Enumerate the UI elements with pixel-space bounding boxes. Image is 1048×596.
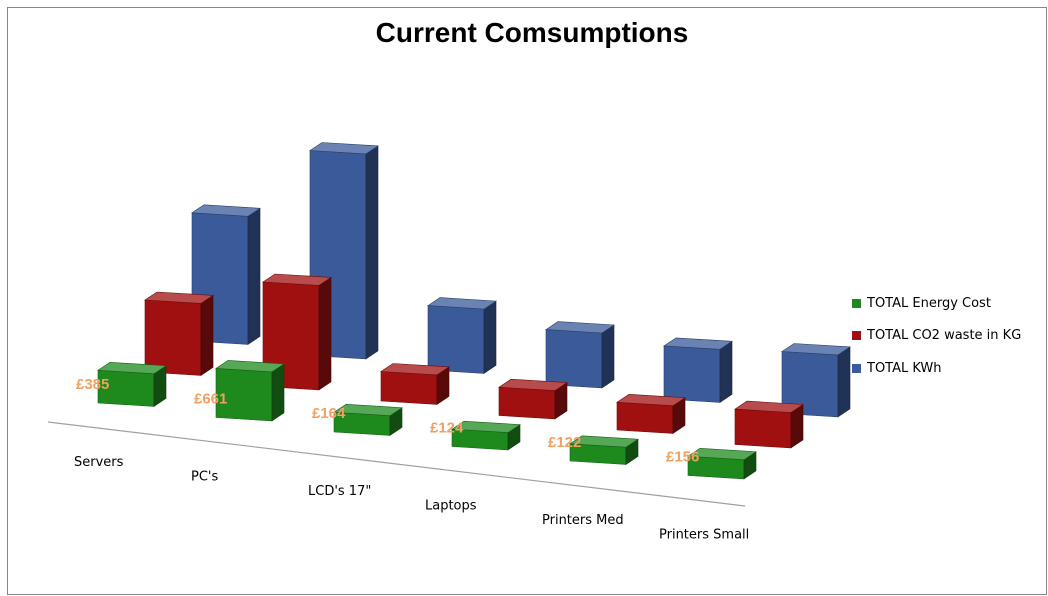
- data-label: £385: [76, 376, 109, 393]
- legend-swatch: [852, 298, 861, 308]
- bar-0-5: [687, 447, 757, 480]
- category-axis-line: [47, 421, 746, 507]
- bar-0-0: [97, 361, 167, 407]
- category-label: Laptops: [425, 499, 477, 514]
- data-label: £124: [430, 420, 464, 437]
- bar-1-4: [616, 393, 686, 434]
- bar-1-1: [262, 273, 332, 391]
- bar-0-3: [451, 420, 521, 451]
- data-label: £661: [194, 391, 227, 408]
- legend-label: TOTAL Energy Cost: [867, 295, 991, 311]
- legend-label: TOTAL KWh: [867, 360, 942, 376]
- bar-0-1: [215, 360, 285, 422]
- chart-legend: TOTAL Energy Cost TOTAL CO2 waste in KG TO…: [852, 287, 1021, 385]
- category-label: LCD's 17": [308, 484, 371, 499]
- bar-1-0: [144, 291, 214, 376]
- chart-title: Current Comsumptions: [375, 17, 689, 48]
- bar-1-2: [380, 363, 450, 405]
- data-label: £164: [312, 405, 346, 422]
- category-label: Printers Med: [542, 513, 624, 528]
- bar-1-3: [498, 378, 568, 420]
- legend-item: TOTAL KWh: [852, 352, 1021, 385]
- legend-item: TOTAL CO2 waste in KG: [852, 320, 1021, 353]
- legend-swatch: [852, 331, 861, 341]
- bar-1-5: [734, 400, 804, 449]
- legend-swatch: [852, 363, 861, 373]
- data-label: £122: [548, 434, 581, 451]
- legend-label: TOTAL CO2 waste in KG: [867, 328, 1022, 344]
- category-label: Servers: [74, 455, 124, 470]
- bar-2-4: [663, 337, 733, 403]
- category-label: Printers Small: [659, 528, 749, 543]
- bar-2-2: [427, 297, 497, 374]
- bar-2-5: [781, 343, 851, 418]
- legend-item: TOTAL Energy Cost: [852, 287, 1021, 320]
- data-label: £156: [666, 449, 699, 466]
- bar-0-4: [569, 435, 639, 465]
- bar-0-2: [333, 403, 403, 436]
- category-label: PC's: [191, 470, 218, 485]
- bar-2-3: [545, 321, 615, 389]
